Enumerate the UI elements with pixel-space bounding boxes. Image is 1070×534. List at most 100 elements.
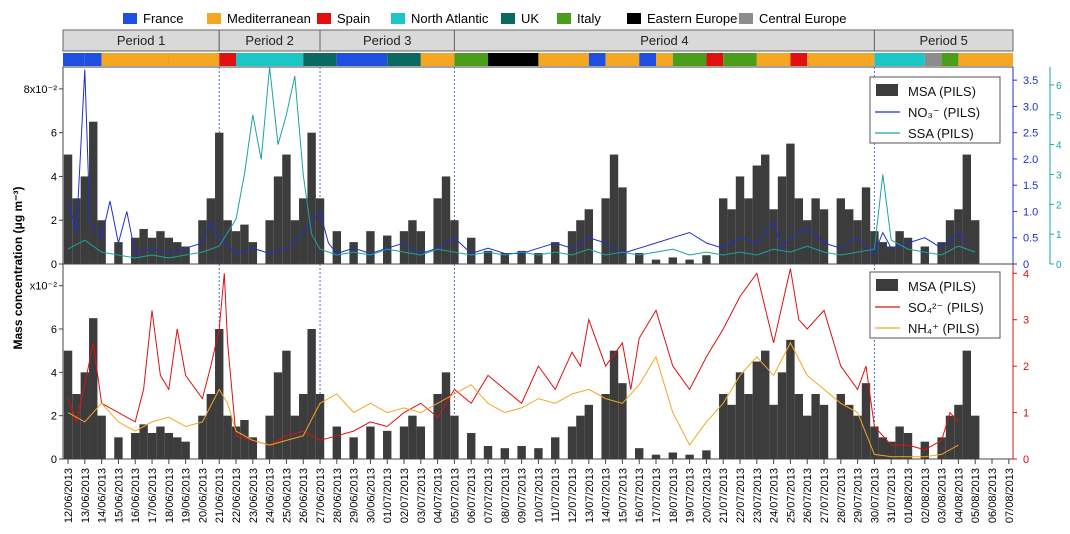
msa-bar-1-65 xyxy=(811,394,820,459)
msa-bar-0-35 xyxy=(441,176,451,264)
airmass-segment-10 xyxy=(387,53,421,66)
x-tick-label-43: 25/07/2013 xyxy=(785,468,797,523)
left-tick-label-1-1: 2 xyxy=(51,411,57,423)
msa-bar-0-6 xyxy=(131,237,140,264)
right1-tick-label-0-0: 0 xyxy=(1023,259,1029,271)
right1-tick-label-0-5: 2.5 xyxy=(1023,128,1038,140)
msa-bar-1-53 xyxy=(702,450,711,459)
airmass-segment-12 xyxy=(454,53,489,66)
msa-bar-0-62 xyxy=(786,143,795,264)
msa-bar-1-29 xyxy=(366,426,375,459)
msa-bar-0-40 xyxy=(517,250,526,264)
x-tick-label-19: 01/07/2013 xyxy=(382,468,394,523)
msa-bar-0-21 xyxy=(273,176,283,264)
x-tick-label-44: 26/07/2013 xyxy=(802,468,814,523)
right1-tick-label-0-4: 2.0 xyxy=(1023,154,1038,166)
right2-tick-label-0-4: 4 xyxy=(1056,141,1062,152)
msa-bar-0-23 xyxy=(290,220,300,264)
x-tick-label-22: 04/07/2013 xyxy=(433,468,445,523)
msa-bar-1-0 xyxy=(63,350,73,459)
msa-bar-1-80 xyxy=(962,350,972,459)
x-tick-label-9: 21/06/2013 xyxy=(214,468,226,523)
airmass-segment-30 xyxy=(958,53,1013,66)
x-tick-label-46: 28/07/2013 xyxy=(836,468,848,523)
x-axis: 12/06/2013 13/06/2013 14/06/2013 15/06/2013… xyxy=(63,459,1016,523)
msa-bar-1-81 xyxy=(971,415,980,459)
x-tick-label-38: 20/07/2013 xyxy=(701,468,713,523)
legend-box-swatch-0-0 xyxy=(876,84,898,96)
msa-bar-1-67 xyxy=(836,394,846,459)
msa-bar-1-77 xyxy=(937,437,946,459)
x-tick-label-54: 05/08/2013 xyxy=(970,468,982,523)
right2-tick-label-0-0: 0 xyxy=(1056,260,1062,271)
airmass-segment-14 xyxy=(538,53,589,66)
airmass-segment-18 xyxy=(656,53,673,66)
msa-bar-1-69 xyxy=(853,415,862,459)
msa-bar-0-0 xyxy=(63,154,73,264)
msa-bar-1-7 xyxy=(139,424,148,459)
right1-tick-label-0-6: 3.0 xyxy=(1023,101,1038,113)
left-tick-label-0-4: 8x10⁻² xyxy=(24,84,58,96)
x-tick-label-50: 01/08/2013 xyxy=(903,468,915,523)
msa-bar-0-67 xyxy=(836,198,846,264)
msa-bar-0-38 xyxy=(483,250,493,264)
msa-bar-1-5 xyxy=(114,437,123,459)
msa-bar-0-48 xyxy=(618,187,627,264)
msa-bar-0-19 xyxy=(248,242,258,264)
airmass-segment-24 xyxy=(807,53,875,66)
msa-bar-0-18 xyxy=(240,224,249,264)
legend-swatch-0 xyxy=(123,13,137,24)
msa-bar-0-68 xyxy=(845,209,854,264)
msa-bar-0-59 xyxy=(761,154,770,264)
airmass-segment-13 xyxy=(488,53,539,66)
msa-bar-1-2 xyxy=(80,372,90,459)
period-box-4 xyxy=(873,29,1014,52)
msa-bar-0-57 xyxy=(744,198,753,264)
airmass-segment-3 xyxy=(101,53,169,66)
x-tick-label-12: 24/06/2013 xyxy=(265,468,277,523)
msa-bar-0-16 xyxy=(223,220,232,264)
airmass-segment-29 xyxy=(941,53,959,66)
msa-bar-1-10 xyxy=(164,433,174,459)
msa-bar-1-16 xyxy=(223,415,232,459)
msa-bar-1-22 xyxy=(282,350,291,459)
msa-bar-1-43 xyxy=(567,426,577,459)
x-tick-label-15: 27/06/2013 xyxy=(315,468,327,523)
msa-bar-0-34 xyxy=(433,198,442,264)
msa-bar-1-61 xyxy=(777,372,787,459)
msa-bar-1-63 xyxy=(794,394,804,459)
msa-bar-0-24 xyxy=(299,198,308,264)
legend-box-label-0-2: SSA (PILS) xyxy=(908,126,974,141)
legend-swatch-3 xyxy=(391,13,405,24)
msa-bar-1-66 xyxy=(819,404,829,459)
msa-bar-0-15 xyxy=(215,132,224,264)
x-tick-label-13: 25/06/2013 xyxy=(281,468,293,523)
x-tick-label-23: 05/07/2013 xyxy=(449,468,461,523)
msa-bar-1-18 xyxy=(240,420,249,459)
right1-tick-label-0-7: 3.5 xyxy=(1023,75,1038,87)
airmass-segment-19 xyxy=(672,53,707,66)
msa-bar-0-81 xyxy=(971,220,980,264)
msa-bar-1-25 xyxy=(307,329,316,459)
period-label-0: Period 1 xyxy=(117,33,165,48)
legend-box-label-1-2: NH₄⁺ (PILS) xyxy=(908,321,979,336)
series-line-1-2 xyxy=(67,341,959,458)
msa-bar-0-42 xyxy=(551,242,560,264)
airmass-segment-25 xyxy=(874,53,909,66)
x-tick-label-30: 12/07/2013 xyxy=(567,468,579,523)
left-tick-label-1-0: 0 xyxy=(51,454,57,466)
msa-bar-0-54 xyxy=(719,198,728,264)
msa-bar-0-37 xyxy=(467,237,476,264)
msa-bar-0-80 xyxy=(962,154,972,264)
x-tick-label-27: 09/07/2013 xyxy=(517,468,529,523)
x-tick-label-53: 04/08/2013 xyxy=(953,468,965,523)
top-panel: 0 2 4 6 8x10⁻² 0 0.5 1.0 1.5 2.0 2.5 3.0 3.5 0 1 2 3 4 5 6 M… xyxy=(24,66,1062,271)
msa-bar-1-51 xyxy=(668,452,678,459)
x-tick-label-10: 22/06/2013 xyxy=(231,468,243,523)
left-tick-label-0-0: 0 xyxy=(51,259,57,271)
msa-bar-1-36 xyxy=(450,415,459,459)
x-tick-label-47: 29/07/2013 xyxy=(853,468,865,523)
x-tick-label-11: 23/06/2013 xyxy=(248,468,260,523)
legend-label-0: France xyxy=(143,11,183,26)
